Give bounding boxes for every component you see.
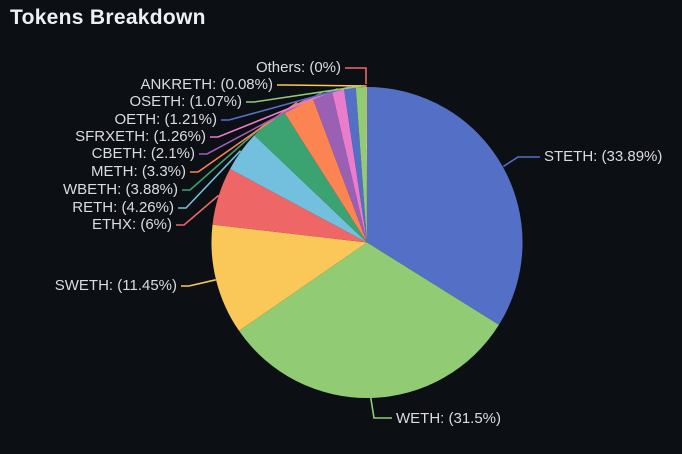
pie-slice-sfrxeth[interactable]	[331, 88, 367, 243]
pie-slice-reth[interactable]	[230, 135, 367, 243]
leader-line-sfrxeth	[210, 88, 339, 138]
pie-label-reth: RETH: (4.26%)	[72, 199, 174, 216]
pie-label-steth: STETH: (33.89%)	[544, 148, 663, 165]
pie-slice-sweth[interactable]	[211, 224, 367, 331]
pie-label-cbeth: CBETH: (2.1%)	[91, 145, 195, 162]
pie-label-sweth: SWETH: (11.45%)	[54, 277, 177, 294]
pie-label-oeth: OETH: (1.21%)	[114, 111, 217, 128]
pie-slice-ethx[interactable]	[212, 169, 368, 243]
leader-line-meth	[190, 101, 298, 173]
pie-label-wbeth: WBETH: (3.88%)	[62, 181, 178, 198]
leader-line-weth	[370, 397, 392, 419]
pie-slice-meth[interactable]	[283, 96, 368, 243]
leader-line-wbeth	[182, 120, 269, 191]
chart-title: Tokens Breakdown	[10, 6, 206, 29]
pie-label-oseth: OSETH: (1.07%)	[129, 93, 242, 110]
pie-label-others: Others: (0%)	[255, 59, 341, 76]
pie-slice-steth[interactable]	[367, 87, 523, 325]
pie-label-sfrxeth: SFRXETH: (1.26%)	[75, 128, 206, 145]
pie-slice-ankreth[interactable]	[366, 86, 367, 243]
leader-line-reth	[178, 150, 242, 209]
leader-line-ethx	[176, 194, 220, 226]
pie-label-weth: WETH: (31.5%)	[396, 410, 502, 427]
pie-slice-oeth[interactable]	[344, 87, 367, 243]
pie-slice-cbeth[interactable]	[312, 91, 367, 243]
leader-line-others	[345, 67, 367, 84]
leader-line-ankreth	[277, 84, 367, 87]
leader-line-steth	[502, 156, 540, 168]
pie-label-ankreth: ANKRETH: (0.08%)	[140, 76, 273, 93]
leader-line-cbeth	[199, 91, 323, 155]
pie-slice-wbeth[interactable]	[254, 111, 367, 243]
pie-slice-weth[interactable]	[239, 242, 499, 399]
leader-line-oeth	[221, 86, 350, 121]
pie-label-meth: METH: (3.3%)	[90, 163, 186, 180]
leader-line-sweth	[181, 279, 216, 287]
pie-slice-oseth[interactable]	[355, 87, 367, 243]
leader-line-oseth	[246, 85, 362, 103]
pie-label-ethx: ETHX: (6%)	[91, 216, 172, 233]
